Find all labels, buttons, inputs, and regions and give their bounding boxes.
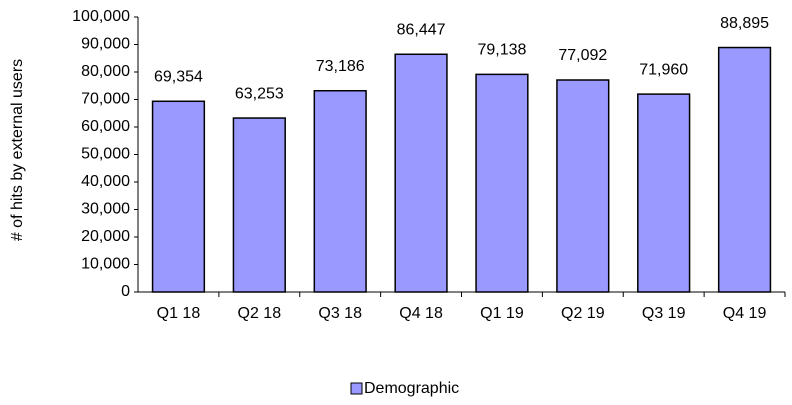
y-tick-label: 50,000 bbox=[81, 146, 130, 163]
data-label: 63,253 bbox=[235, 85, 284, 102]
y-tick-label: 40,000 bbox=[81, 173, 130, 190]
x-tick-label: Q3 19 bbox=[642, 305, 686, 322]
bar bbox=[313, 89, 367, 293]
x-tick-label: Q2 19 bbox=[561, 305, 605, 322]
y-axis-label: # of hits by external users bbox=[9, 59, 26, 241]
bar bbox=[475, 73, 529, 293]
bar bbox=[232, 117, 286, 293]
y-tick-label: 20,000 bbox=[81, 228, 130, 245]
data-label: 69,354 bbox=[154, 68, 203, 85]
y-tick-label: 70,000 bbox=[81, 91, 130, 108]
bar bbox=[556, 79, 610, 293]
x-tick-label: Q4 19 bbox=[723, 305, 767, 322]
x-tick-label: Q1 18 bbox=[157, 305, 201, 322]
data-label: 71,960 bbox=[639, 61, 688, 78]
y-tick-label: 90,000 bbox=[81, 36, 130, 53]
data-label: 77,092 bbox=[558, 47, 607, 64]
data-label: 86,447 bbox=[397, 21, 446, 38]
legend-swatch bbox=[350, 382, 363, 395]
bar bbox=[151, 100, 206, 293]
data-label: 88,895 bbox=[720, 15, 769, 32]
y-tick-label: 80,000 bbox=[81, 63, 130, 80]
y-tick-label: 30,000 bbox=[81, 201, 130, 218]
y-tick-label: 100,000 bbox=[72, 8, 130, 25]
y-tick-label: 10,000 bbox=[81, 256, 130, 273]
x-tick-label: Q3 18 bbox=[318, 305, 362, 322]
data-label: 79,138 bbox=[477, 42, 526, 59]
bar bbox=[637, 93, 691, 293]
data-label: 73,186 bbox=[316, 58, 365, 75]
y-tick-label: 60,000 bbox=[81, 118, 130, 135]
bar bbox=[717, 46, 772, 293]
x-tick-label: Q4 18 bbox=[399, 305, 443, 322]
y-tick-label: 0 bbox=[121, 283, 130, 300]
x-tick-label: Q2 18 bbox=[238, 305, 282, 322]
x-tick-label: Q1 19 bbox=[480, 305, 524, 322]
bar bbox=[394, 53, 448, 293]
legend-label: Demographic bbox=[364, 380, 459, 397]
